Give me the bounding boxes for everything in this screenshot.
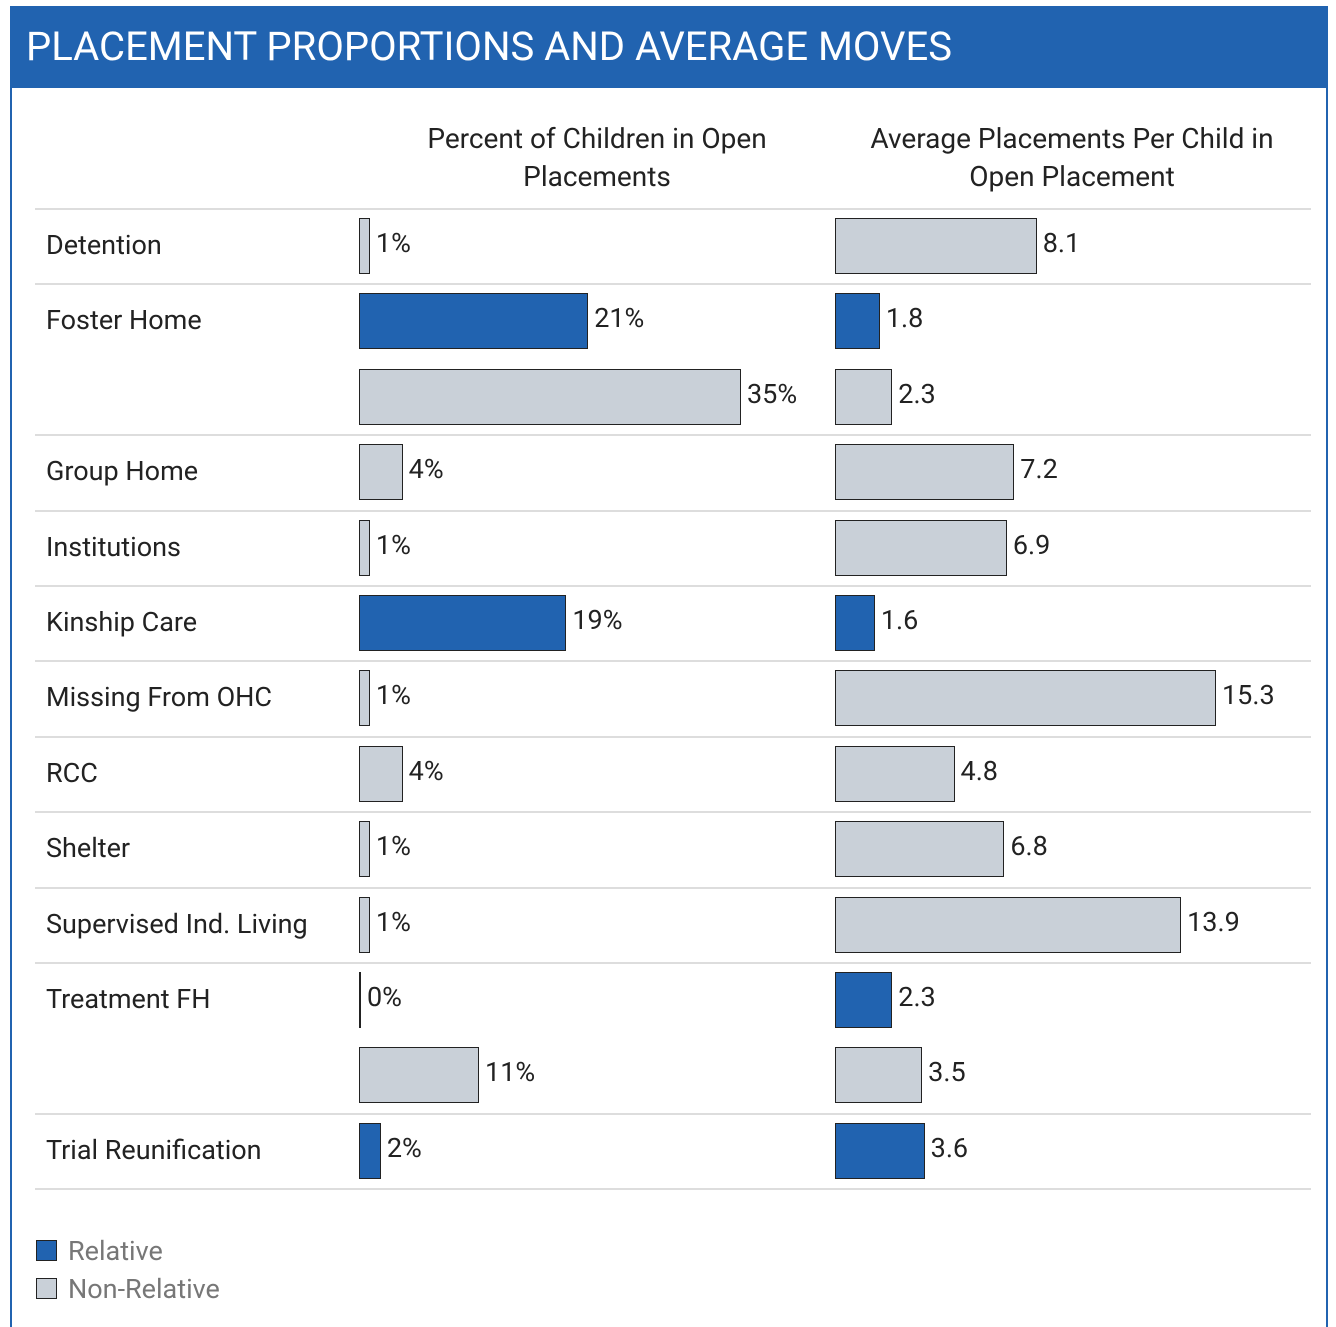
value-label: 6.8 [1010, 830, 1048, 863]
category-label: Group Home [46, 455, 199, 488]
category-label: Shelter [46, 832, 131, 865]
bar [835, 1122, 925, 1179]
bar [359, 595, 567, 651]
value-label: 4% [408, 453, 444, 486]
row-separator [35, 283, 1311, 286]
bar [835, 595, 875, 651]
value-label: 7.2 [1020, 453, 1058, 486]
bar [359, 745, 403, 802]
value-label: 3.6 [930, 1131, 969, 1164]
value-label: 1.8 [885, 302, 924, 335]
row-separator [35, 811, 1311, 814]
bar [835, 218, 1037, 274]
bar [359, 1122, 381, 1179]
bar [835, 745, 955, 802]
category-label: Trial Reunification [46, 1133, 262, 1166]
value-label: 13.9 [1187, 905, 1240, 938]
panel [10, 6, 1328, 1327]
value-label: 1% [375, 528, 411, 561]
value-label: 4% [408, 754, 444, 787]
row-separator [35, 735, 1311, 738]
bar [835, 519, 1007, 576]
legend-swatch [36, 1278, 57, 1299]
bar [359, 519, 370, 576]
category-label: Missing From OHC [46, 681, 272, 714]
value-label: 6.9 [1012, 528, 1051, 561]
category-label: RCC [46, 756, 98, 789]
category-label: Kinship Care [46, 606, 198, 638]
value-label: 0% [367, 981, 402, 1013]
row-separator [35, 585, 1311, 587]
value-label: 21% [594, 302, 645, 335]
value-label: 8.1 [1042, 227, 1081, 259]
category-label: Treatment FH [46, 983, 211, 1015]
bar [359, 444, 403, 501]
value-label: 19% [572, 604, 623, 636]
value-label: 1% [375, 830, 411, 863]
row-separator [35, 1112, 1311, 1115]
value-label: 1% [375, 679, 411, 712]
bar [835, 444, 1015, 501]
bar [359, 293, 589, 350]
row-separator [35, 434, 1311, 437]
row-separator [35, 1188, 1311, 1191]
legend-label: Non-Relative [68, 1273, 220, 1305]
value-label: 35% [747, 377, 798, 410]
value-label: 11% [485, 1056, 536, 1089]
value-label: 2.3 [898, 981, 936, 1013]
header-rule [35, 208, 1311, 210]
row-separator [35, 660, 1311, 663]
panel-title: PLACEMENT PROPORTIONS AND AVERAGE MOVES [10, 6, 1328, 88]
value-label: 2% [386, 1131, 422, 1164]
category-label: Institutions [46, 530, 181, 563]
category-label: Supervised Ind. Living [46, 907, 308, 940]
value-label: 2.3 [898, 377, 936, 410]
category-label: Detention [46, 229, 162, 261]
category-label: Foster Home [46, 304, 202, 337]
bar [835, 821, 1005, 878]
bar [359, 1047, 480, 1104]
value-label: 1% [375, 227, 411, 259]
bar [835, 368, 893, 425]
bar [835, 972, 893, 1028]
bar [359, 972, 361, 1028]
bar [359, 218, 370, 274]
row-separator [35, 886, 1311, 889]
bar [359, 821, 370, 878]
bar [359, 368, 741, 425]
value-label: 1% [375, 905, 411, 938]
column-header: Average Placements Per Child in Open Pla… [870, 122, 1274, 193]
bar [359, 670, 370, 727]
value-label: 3.5 [928, 1056, 966, 1089]
bar [835, 896, 1182, 953]
bar [835, 1047, 923, 1104]
row-separator [35, 509, 1311, 512]
legend-label: Relative [68, 1235, 163, 1267]
value-label: 1.6 [880, 604, 919, 636]
value-label: 15.3 [1222, 679, 1275, 712]
bar [359, 896, 370, 953]
row-separator [35, 962, 1311, 964]
column-header: Percent of Children in Open Placements [427, 122, 767, 193]
bar [835, 293, 880, 350]
value-label: 4.8 [960, 754, 998, 787]
legend-swatch [36, 1240, 57, 1261]
bar [835, 670, 1216, 727]
